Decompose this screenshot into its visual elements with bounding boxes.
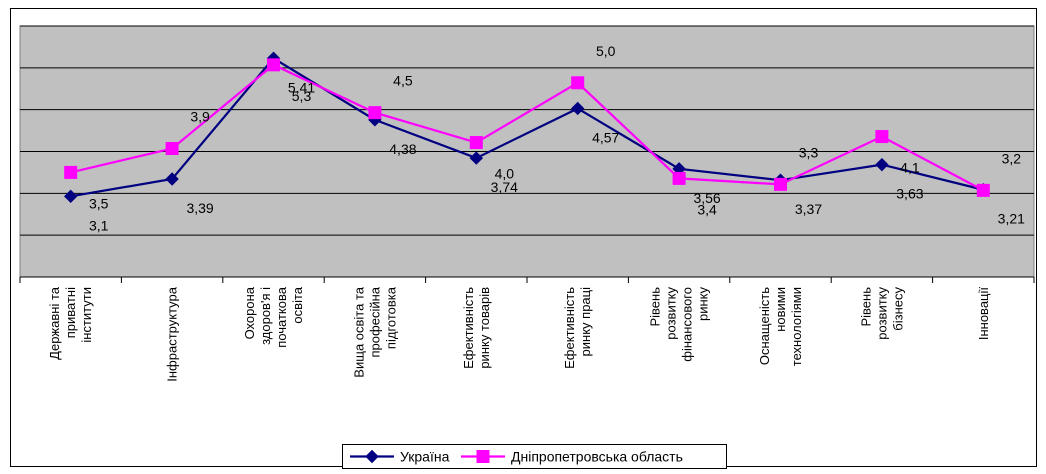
x-tick-label-line: здоров'я і: [258, 287, 273, 345]
x-tick-label-line: Вища освіта та: [351, 286, 366, 377]
data-label: 3,63: [896, 186, 923, 202]
x-tick-label: Охороназдоров'я іпочатковаосвіта: [242, 286, 305, 347]
data-label: 3,5: [89, 195, 109, 211]
data-label: 4,0: [495, 166, 515, 182]
x-tick-label: Державні таприватніінститути: [47, 286, 94, 360]
x-tick-label-line: Державні та: [47, 286, 62, 360]
x-tick-label-line: Ефективність: [562, 287, 577, 369]
data-label: 3,56: [693, 190, 720, 206]
data-labels: 3,1 3,39 5,41 4,38 3,74 4,57 3,56 3,37 3,63 3,21 3…: [89, 43, 1025, 234]
data-label: 3,39: [186, 200, 213, 216]
x-tick-label-line: новими: [773, 287, 788, 332]
data-label: 4,5: [393, 73, 413, 89]
x-tick-label-line: професійна: [367, 286, 382, 357]
x-tick-label: Рівеньрозвиткубізнесу: [858, 287, 905, 340]
marker-square: [267, 58, 280, 72]
x-tick-label-line: розвитку: [664, 287, 679, 340]
marker-diamond: [469, 151, 484, 165]
marker-square: [476, 450, 490, 463]
data-label: 5,3: [292, 88, 312, 104]
marker-diamond: [165, 172, 179, 186]
data-label: 3,21: [998, 211, 1025, 227]
legend-label: Україна: [400, 449, 450, 465]
x-tick-label-line: Рівень: [858, 287, 873, 327]
marker-square: [774, 177, 787, 191]
x-axis: Державні таприватніінститути Інфраструкту…: [19, 276, 1035, 382]
data-label: 3,3: [799, 144, 819, 160]
x-tick-label: Інновації: [976, 287, 991, 341]
x-tick-label-line: освіта: [290, 286, 305, 323]
marker-diamond: [63, 189, 78, 204]
x-tick-label-line: Рівень: [648, 287, 663, 327]
series-2: [64, 58, 990, 197]
data-label: 5,41: [288, 79, 315, 95]
data-label: 3,74: [491, 179, 518, 195]
legend-label: Дніпропетровська область: [511, 449, 683, 465]
x-tick-label-line: Інфраструктура: [165, 286, 180, 382]
marker-square: [368, 106, 382, 120]
x-tick-label-line: підготовка: [383, 286, 398, 349]
legend: Україна Дніпропетровська область: [342, 444, 727, 469]
x-tick-label-line: інститути: [79, 287, 94, 343]
x-tick-label: Оснащеністьновимитехнологіями: [757, 287, 804, 366]
series-layer: [63, 51, 991, 204]
x-tick-label-line: Охорона: [242, 286, 257, 339]
marker-square: [571, 76, 585, 90]
marker-square: [165, 142, 179, 156]
legend-item: Україна: [350, 449, 450, 465]
marker-square: [976, 183, 990, 197]
x-tick-label: Ефективністьринку товарів: [461, 287, 492, 369]
x-tick-label: Рівеньрозвиткуфінансовогоринку: [648, 287, 711, 362]
x-tick-label-line: фінансового: [680, 287, 695, 362]
x-tick-label-line: ринку праці: [578, 287, 593, 357]
series-line: [70, 63, 984, 192]
x-tick-label: Ефективністьринку праці: [562, 287, 593, 369]
x-tick-label-line: технологіями: [789, 287, 804, 366]
marker-square: [64, 165, 78, 179]
series-line: [70, 56, 984, 198]
x-tick-label-line: Оснащеність: [757, 287, 772, 365]
x-tick-label-line: ринку товарів: [477, 287, 492, 369]
marker-diamond: [365, 449, 379, 464]
data-label: 3,2: [1002, 150, 1022, 166]
data-label: 5,0: [596, 43, 616, 59]
series-1: [63, 51, 991, 204]
x-tick-label-line: Інновації: [976, 287, 991, 341]
marker-square: [672, 171, 686, 185]
data-label: 3,37: [795, 201, 822, 217]
data-label: 4,57: [592, 129, 619, 145]
data-label: 3,9: [190, 109, 210, 125]
marker-square: [469, 136, 483, 150]
legend-item: Дніпропетровська область: [461, 449, 683, 465]
x-tick-label: Вища освіта тапрофесійнапідготовка: [351, 286, 398, 377]
x-tick-label-line: розвитку: [874, 287, 889, 340]
x-tick-label: Інфраструктура: [165, 286, 180, 382]
x-tick-label-line: приватні: [63, 287, 78, 338]
marker-diamond: [570, 101, 585, 116]
x-tick-label-line: Ефективність: [461, 287, 476, 369]
marker-diamond: [875, 157, 889, 172]
data-label: 3,4: [697, 201, 717, 217]
legend-box: [342, 444, 727, 469]
data-label: 3,1: [89, 217, 109, 233]
x-tick-label-line: ринку: [696, 287, 711, 322]
data-label: 4,38: [389, 141, 416, 157]
x-tick-label-line: початкова: [274, 286, 289, 347]
data-label: 4,1: [900, 160, 920, 176]
marker-square: [875, 130, 889, 144]
x-tick-label-line: бізнесу: [890, 287, 905, 331]
